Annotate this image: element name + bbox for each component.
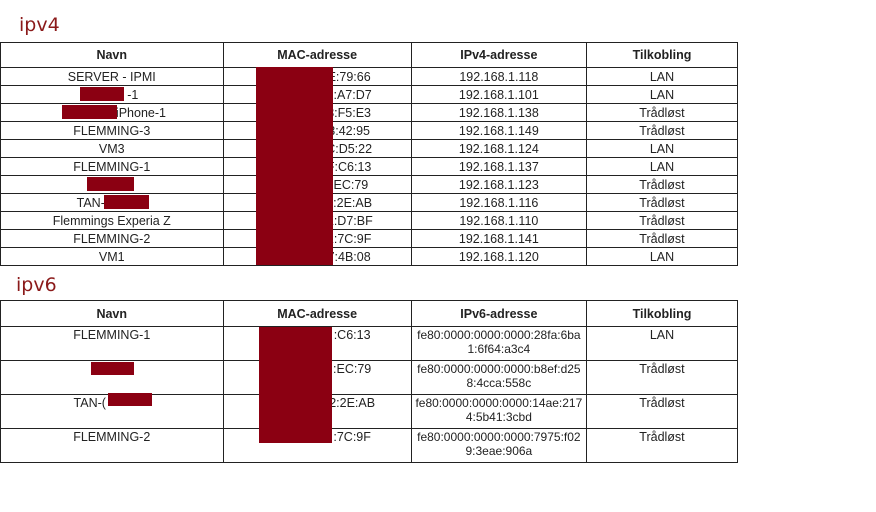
column-header-tilkobling: Tilkobling [585,300,739,327]
connection-type: Trådløst [585,175,739,194]
device-name: SERVER - IPMI [0,67,224,86]
ipv4-section-title: ipv4 [19,14,60,36]
column-header-navn: Navn [0,42,224,68]
column-header-mac: MAC-adresse [222,300,412,327]
connection-type: LAN [585,67,739,86]
device-name: VM1 [0,247,224,266]
ip-address: 192.168.1.101 [410,85,587,104]
redaction-block-ipv6-mac [259,327,332,443]
column-header-tilkobling: Tilkobling [585,42,739,68]
device-name: Flemmings Experia Z [0,211,224,230]
redaction-block-ipv4-name-row3 [62,105,117,119]
ip-address: 192.168.1.141 [410,229,587,248]
device-name: FLEMMING-1 [0,157,224,176]
table-row: SERVER - IPMI E:79:66 192.168.1.118 LAN [0,67,739,86]
table-row: FLEMMING-2 :7C:9F fe80:0000:0000:0000:79… [0,428,739,463]
ip-address: 192.168.1.120 [410,247,587,266]
table-row: FLEMMING-1 F:C6:13 192.168.1.137 LAN [0,157,739,176]
redaction-block-ipv4-name-row2 [80,87,124,101]
redaction-block-ipv6-name-row2 [91,362,134,375]
column-header-ip: IPv4-adresse [410,42,587,68]
connection-type: Trådløst [585,394,739,429]
table-row: FLEMMING-2 2:7C:9F 192.168.1.141 Trådløs… [0,229,739,248]
connection-type: Trådløst [585,360,739,395]
device-name: VM3 [0,139,224,158]
connection-type: LAN [585,247,739,266]
ip-address: 192.168.1.124 [410,139,587,158]
ip-address: 192.168.1.149 [410,121,587,140]
ip-address: fe80:0000:0000:0000:b8ef:d258:4cca:558c [410,360,587,395]
connection-type: LAN [585,326,739,361]
column-header-ip: IPv6-adresse [410,300,587,327]
ipv6-section-title: ipv6 [16,274,57,296]
redaction-block-ipv4-name-row8 [104,195,149,209]
device-name: FLEMMING-2 [0,229,224,248]
ip-address: 192.168.1.116 [410,193,587,212]
connection-type: Trådløst [585,229,739,248]
ip-address: fe80:0000:0000:0000:14ae:2174:5b41:3cbd [410,394,587,429]
redaction-block-ipv6-name-row3 [108,393,152,406]
redaction-block-ipv4-name-row7 [87,177,134,191]
ip-address: fe80:0000:0000:0000:28fa:6ba1:6f64:a3c4 [410,326,587,361]
redaction-block-ipv4-mac [256,67,333,265]
connection-type: Trådløst [585,103,739,122]
ip-address: fe80:0000:0000:0000:7975:f029:3eae:906a [410,428,587,463]
column-header-mac: MAC-adresse [222,42,412,68]
table-row: VM3 C:D5:22 192.168.1.124 LAN [0,139,739,158]
table-row: FLEMMING-3 3:42:95 192.168.1.149 Trådløs… [0,121,739,140]
ip-address: 192.168.1.138 [410,103,587,122]
device-name: FLEMMING-3 [0,121,224,140]
connection-type: LAN [585,157,739,176]
connection-type: LAN [585,139,739,158]
device-name: FLEMMING-1 [0,326,224,361]
ipv6-header-row: Navn MAC-adresse IPv6-adresse Tilkobling [0,300,739,327]
ipv4-header-row: Navn MAC-adresse IPv4-adresse Tilkobling [0,42,739,68]
ipv4-device-table: Navn MAC-adresse IPv4-adresse Tilkobling… [0,42,739,266]
connection-type: Trådløst [585,121,739,140]
ip-address: 192.168.1.118 [410,67,587,86]
table-row: Flemmings Experia Z E:D7:BF 192.168.1.11… [0,211,739,230]
column-header-navn: Navn [0,300,224,327]
table-row: VM1 7:4B:08 192.168.1.120 LAN [0,247,739,266]
ipv6-device-table: Navn MAC-adresse IPv6-adresse Tilkobling… [0,300,739,463]
ip-address: 192.168.1.110 [410,211,587,230]
connection-type: Trådløst [585,428,739,463]
ip-address: 192.168.1.137 [410,157,587,176]
ip-address: 192.168.1.123 [410,175,587,194]
device-name: FLEMMING-2 [0,428,224,463]
connection-type: Trådløst [585,193,739,212]
table-row: :EC:79 fe80:0000:0000:0000:b8ef:d258:4cc… [0,360,739,395]
connection-type: LAN [585,85,739,104]
table-row: FLEMMING-1 :C6:13 fe80:0000:0000:0000:28… [0,326,739,361]
connection-type: Trådløst [585,211,739,230]
